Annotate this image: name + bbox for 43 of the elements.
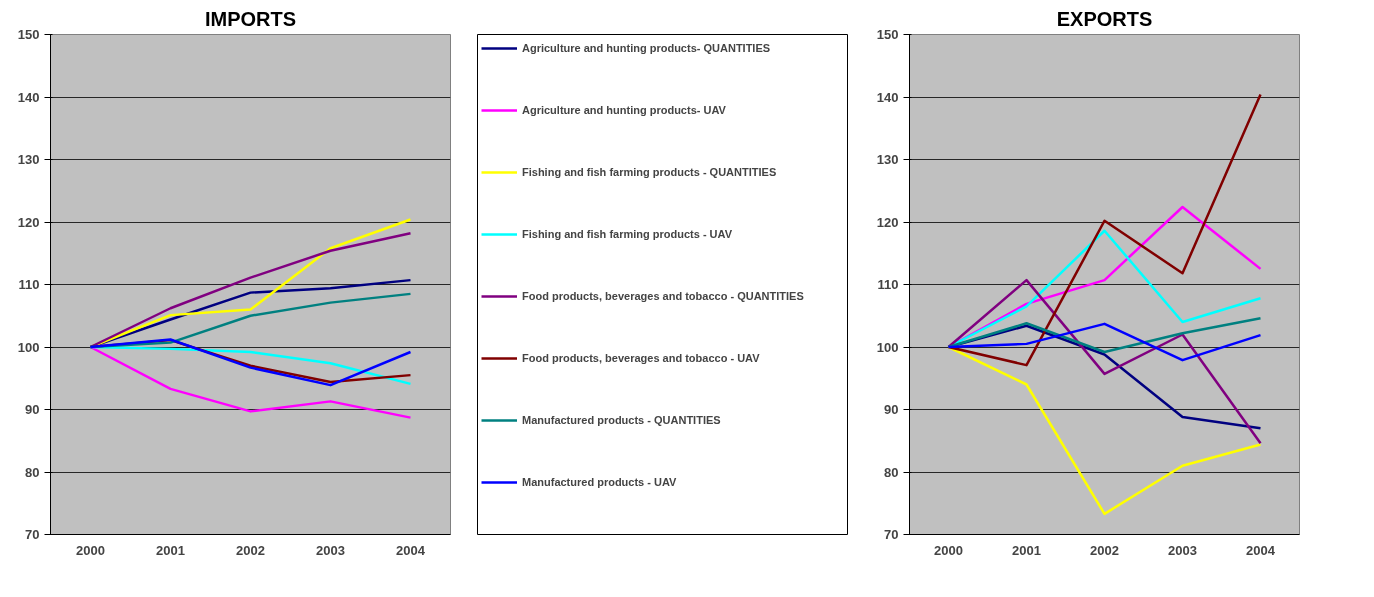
y-tick-label: 70 <box>25 527 40 542</box>
line-series <box>947 317 1262 354</box>
legend-label: Agriculture and hunting products- QUANTITIES <box>522 42 771 54</box>
chart-title: EXPORTS <box>1056 7 1153 30</box>
line-series <box>947 322 1262 362</box>
legend-label: Food products, beverages and tobacco - QUANTITIES <box>522 290 804 302</box>
line-series <box>89 345 412 419</box>
x-tick-label: 2000 <box>934 542 963 558</box>
y-tick-label: 140 <box>876 89 899 105</box>
legend-label: Agriculture and hunting products- UAV <box>522 104 726 116</box>
y-tick-label: 140 <box>17 89 40 105</box>
y-tick-label: 90 <box>884 402 899 417</box>
y-tick-label: 90 <box>25 402 40 417</box>
y-tick-label: 80 <box>25 464 40 480</box>
x-tick-label: 2001 <box>156 542 185 558</box>
x-tick-label: 2004 <box>396 542 426 558</box>
y-tick-label: 130 <box>876 152 899 167</box>
legend-label: Manufactured products - UAV <box>522 476 677 488</box>
y-tick-label: 120 <box>876 214 899 230</box>
line-series <box>947 93 1262 367</box>
legend-label: Fishing and fish farming products - QUANTITIES <box>522 166 777 178</box>
x-tick-label: 2002 <box>1090 542 1119 558</box>
y-tick-label: 120 <box>17 214 40 230</box>
y-tick-label: 100 <box>876 339 899 355</box>
x-tick-label: 2003 <box>316 542 345 558</box>
chart-title: IMPORTS <box>204 7 297 30</box>
y-tick-label: 80 <box>884 464 899 480</box>
line-series <box>947 278 1262 445</box>
legend-label: Food products, beverages and tobacco - UAV <box>522 352 760 364</box>
y-tick-label: 110 <box>18 277 40 292</box>
x-tick-label: 2001 <box>1012 542 1041 558</box>
y-tick-label: 150 <box>17 27 40 42</box>
legend-label: Fishing and fish farming products - UAV <box>522 228 733 240</box>
x-tick-label: 2004 <box>1246 542 1276 558</box>
x-tick-label: 2000 <box>76 542 105 558</box>
legend-label: Manufactured products - QUANTITIES <box>522 414 721 426</box>
y-tick-label: 150 <box>876 27 899 42</box>
y-tick-label: 70 <box>884 527 899 542</box>
y-tick-label: 130 <box>17 152 40 167</box>
x-tick-label: 2002 <box>236 542 265 558</box>
y-tick-label: 100 <box>17 339 40 355</box>
x-tick-label: 2003 <box>1168 542 1197 558</box>
y-tick-label: 110 <box>877 277 899 292</box>
